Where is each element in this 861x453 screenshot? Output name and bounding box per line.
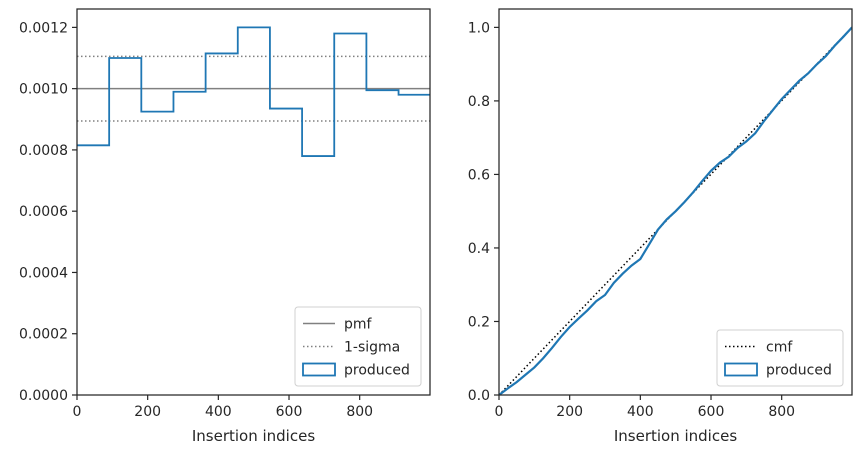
x-tick-label: 400: [627, 404, 654, 420]
y-tick-label: 0.0004: [19, 265, 68, 281]
x-tick-label: 200: [134, 404, 161, 420]
y-tick-label: 0.0006: [19, 204, 68, 220]
y-tick-label: 0.0002: [19, 327, 68, 343]
legend-label: cmf: [766, 340, 793, 356]
x-tick-label: 0: [495, 404, 504, 420]
y-tick-label: 1.0: [468, 20, 490, 36]
x-tick-label: 200: [556, 404, 583, 420]
y-tick-label: 0.0008: [19, 143, 68, 159]
plot-content: [499, 26, 852, 395]
legend: cmf produced: [716, 329, 844, 387]
x-tick-label: 800: [346, 404, 373, 420]
y-tick-label: 0.0012: [19, 20, 68, 36]
left-chart-panel: 0 200 400 600 800 0.0000 0.0002 0.0004 0.0006 0.0…: [19, 8, 431, 445]
x-axis-label: Insertion indices: [192, 427, 315, 445]
y-tick-label: 0.8: [468, 94, 490, 110]
y-tick-label: 0.2: [468, 314, 490, 330]
produced-line: [499, 26, 852, 395]
plot-content: [77, 26, 430, 157]
x-tick-label: 800: [768, 404, 795, 420]
axes-frame: [498, 8, 853, 396]
legend-produced-swatch: [302, 362, 336, 377]
x-tick-label: 0: [73, 404, 82, 420]
legend-label: produced: [344, 363, 410, 379]
y-tick-label: 0.0: [468, 388, 490, 404]
legend-box: [716, 329, 844, 387]
legend-label: pmf: [344, 317, 373, 333]
legend-box: [294, 306, 422, 387]
legend: pmf 1-sigma produced: [294, 306, 422, 387]
y-tick-label: 0.4: [468, 241, 490, 257]
axes-frame: [76, 8, 431, 396]
y-tick-label: 0.0010: [19, 82, 68, 98]
produced-step-line: [77, 26, 430, 157]
y-tick-label: 0.6: [468, 167, 490, 183]
x-axis-label: Insertion indices: [614, 427, 737, 445]
y-tick-label: 0.0000: [19, 388, 68, 404]
x-tick-label: 600: [276, 404, 303, 420]
x-tick-label: 400: [205, 404, 232, 420]
legend-label: produced: [766, 363, 832, 379]
legend-label: 1-sigma: [344, 340, 400, 356]
x-tick-label: 600: [698, 404, 725, 420]
right-chart-panel: 0 200 400 600 800 0.0 0.2 0.4 0.6 0.8 1.0 Insertion…: [468, 8, 853, 445]
legend-produced-swatch: [724, 362, 758, 377]
